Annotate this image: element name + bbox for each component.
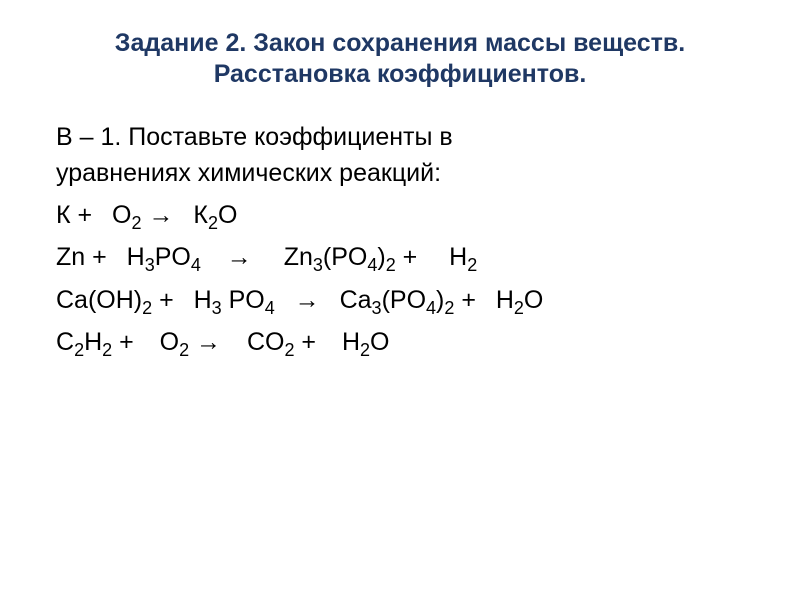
title-line-1: Задание 2. Закон сохранения массы вещест… (115, 29, 685, 57)
eq2-rhs-b: H2 (449, 243, 477, 271)
eq1-rhs-a: К2О (193, 201, 237, 229)
eq1-plus-1: + (78, 201, 93, 229)
slide-title: Задание 2. Закон сохранения массы вещест… (56, 28, 744, 91)
eq4-lhs-b: O2 (160, 328, 189, 356)
eq2-plus-1: + (92, 243, 107, 271)
eq1-lhs-a: К (56, 201, 71, 229)
title-line-2: Расстановка коэффициентов. (214, 60, 587, 88)
eq3-arrow: → (295, 286, 320, 314)
intro-line-1: В – 1. Поставьте коэффициенты в (56, 123, 453, 151)
eq4-rhs-a: CO2 (247, 328, 295, 356)
eq3-lhs-a: Ca(OH)2 (56, 286, 152, 314)
eq2-arrow: → (227, 243, 252, 271)
eq4-rhs-b: H2O (342, 328, 390, 356)
eq2-rhs-a: Zn3(PO4)2 (284, 243, 396, 271)
eq3-plus-1: + (159, 286, 174, 314)
eq3-plus-2: + (461, 286, 476, 314)
eq1-arrow: → (148, 201, 173, 229)
eq2-lhs-b: H3PO4 (127, 243, 201, 271)
eq1-lhs-b: О2 (112, 201, 141, 229)
equation-1: К + О2 → К2О (56, 197, 744, 233)
slide: Задание 2. Закон сохранения массы вещест… (0, 0, 800, 600)
eq3-lhs-b: H3 PO4 (194, 286, 275, 314)
eq3-rhs-a: Ca3(PO4)2 (340, 286, 455, 314)
equation-4: C2H2 + O2 → CO2 + H2O (56, 324, 744, 360)
equation-3: Ca(OH)2 + H3 PO4 → Ca3(PO4)2 + H2O (56, 282, 744, 318)
eq4-lhs-a: C2H2 (56, 328, 112, 356)
eq3-rhs-b: H2O (496, 286, 544, 314)
eq2-lhs-a: Zn (56, 243, 85, 271)
intro-text: В – 1. Поставьте коэффициенты в уравнени… (56, 119, 744, 192)
equation-2: Zn + H3PO4 → Zn3(PO4)2 + H2 (56, 239, 744, 275)
eq4-plus-1: + (119, 328, 134, 356)
eq4-arrow: → (196, 328, 221, 356)
intro-line-2: уравнениях химических реакций: (56, 159, 441, 187)
eq4-plus-2: + (301, 328, 316, 356)
eq2-plus-2: + (403, 243, 418, 271)
